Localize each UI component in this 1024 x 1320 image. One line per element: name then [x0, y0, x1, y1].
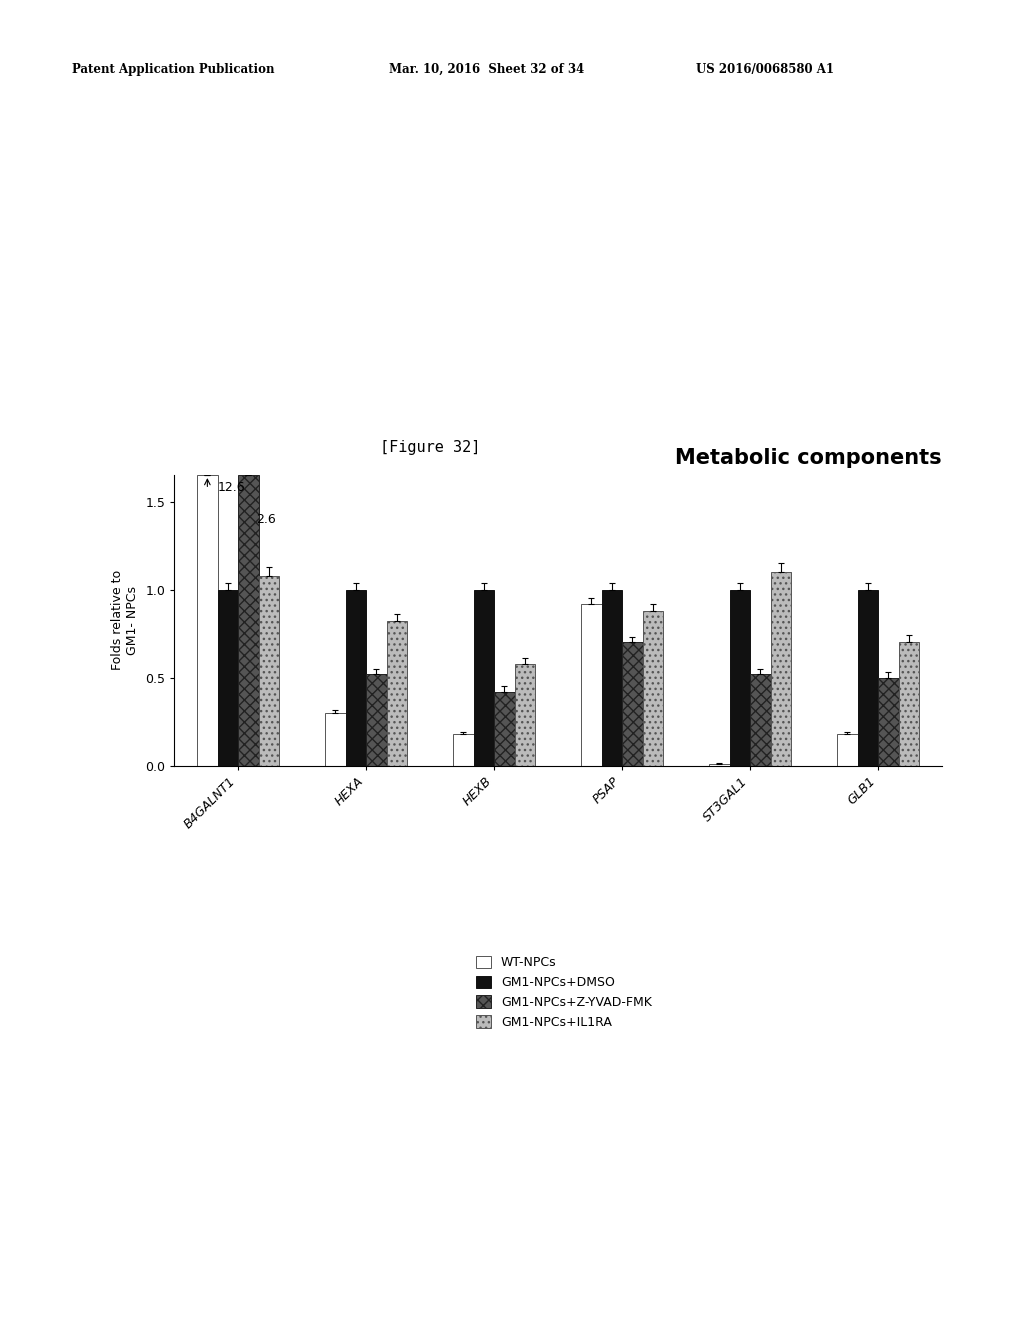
Bar — [858, 590, 879, 766]
Bar — [258, 576, 279, 766]
Bar — [367, 675, 387, 766]
Bar — [515, 664, 536, 766]
Text: [Figure 32]: [Figure 32] — [380, 441, 480, 455]
Bar — [495, 692, 515, 766]
Bar — [879, 677, 899, 766]
Bar — [582, 603, 602, 766]
Bar — [326, 713, 346, 766]
Text: Metabolic components: Metabolic components — [676, 447, 942, 469]
Bar — [729, 590, 750, 766]
Bar — [387, 622, 407, 766]
Bar — [218, 590, 238, 766]
Bar — [750, 675, 771, 766]
Bar — [899, 643, 920, 766]
Legend: WT-NPCs, GM1-NPCs+DMSO, GM1-NPCs+Z-YVAD-FMK, GM1-NPCs+IL1RA: WT-NPCs, GM1-NPCs+DMSO, GM1-NPCs+Z-YVAD-… — [472, 952, 655, 1032]
Bar — [453, 734, 473, 766]
Text: Mar. 10, 2016  Sheet 32 of 34: Mar. 10, 2016 Sheet 32 of 34 — [389, 62, 585, 75]
Bar — [346, 590, 367, 766]
Bar — [473, 590, 495, 766]
Bar — [623, 643, 643, 766]
Bar — [838, 734, 858, 766]
Bar — [643, 611, 664, 766]
Bar — [709, 764, 729, 766]
Bar — [238, 475, 258, 766]
Text: Patent Application Publication: Patent Application Publication — [72, 62, 274, 75]
Text: US 2016/0068580 A1: US 2016/0068580 A1 — [696, 62, 835, 75]
Text: 2.6: 2.6 — [256, 513, 275, 525]
Bar — [602, 590, 623, 766]
Bar — [197, 475, 217, 766]
Bar — [771, 572, 792, 766]
Text: 12.6: 12.6 — [218, 480, 245, 494]
Y-axis label: Folds relative to
GM1- NPCs: Folds relative to GM1- NPCs — [112, 570, 139, 671]
